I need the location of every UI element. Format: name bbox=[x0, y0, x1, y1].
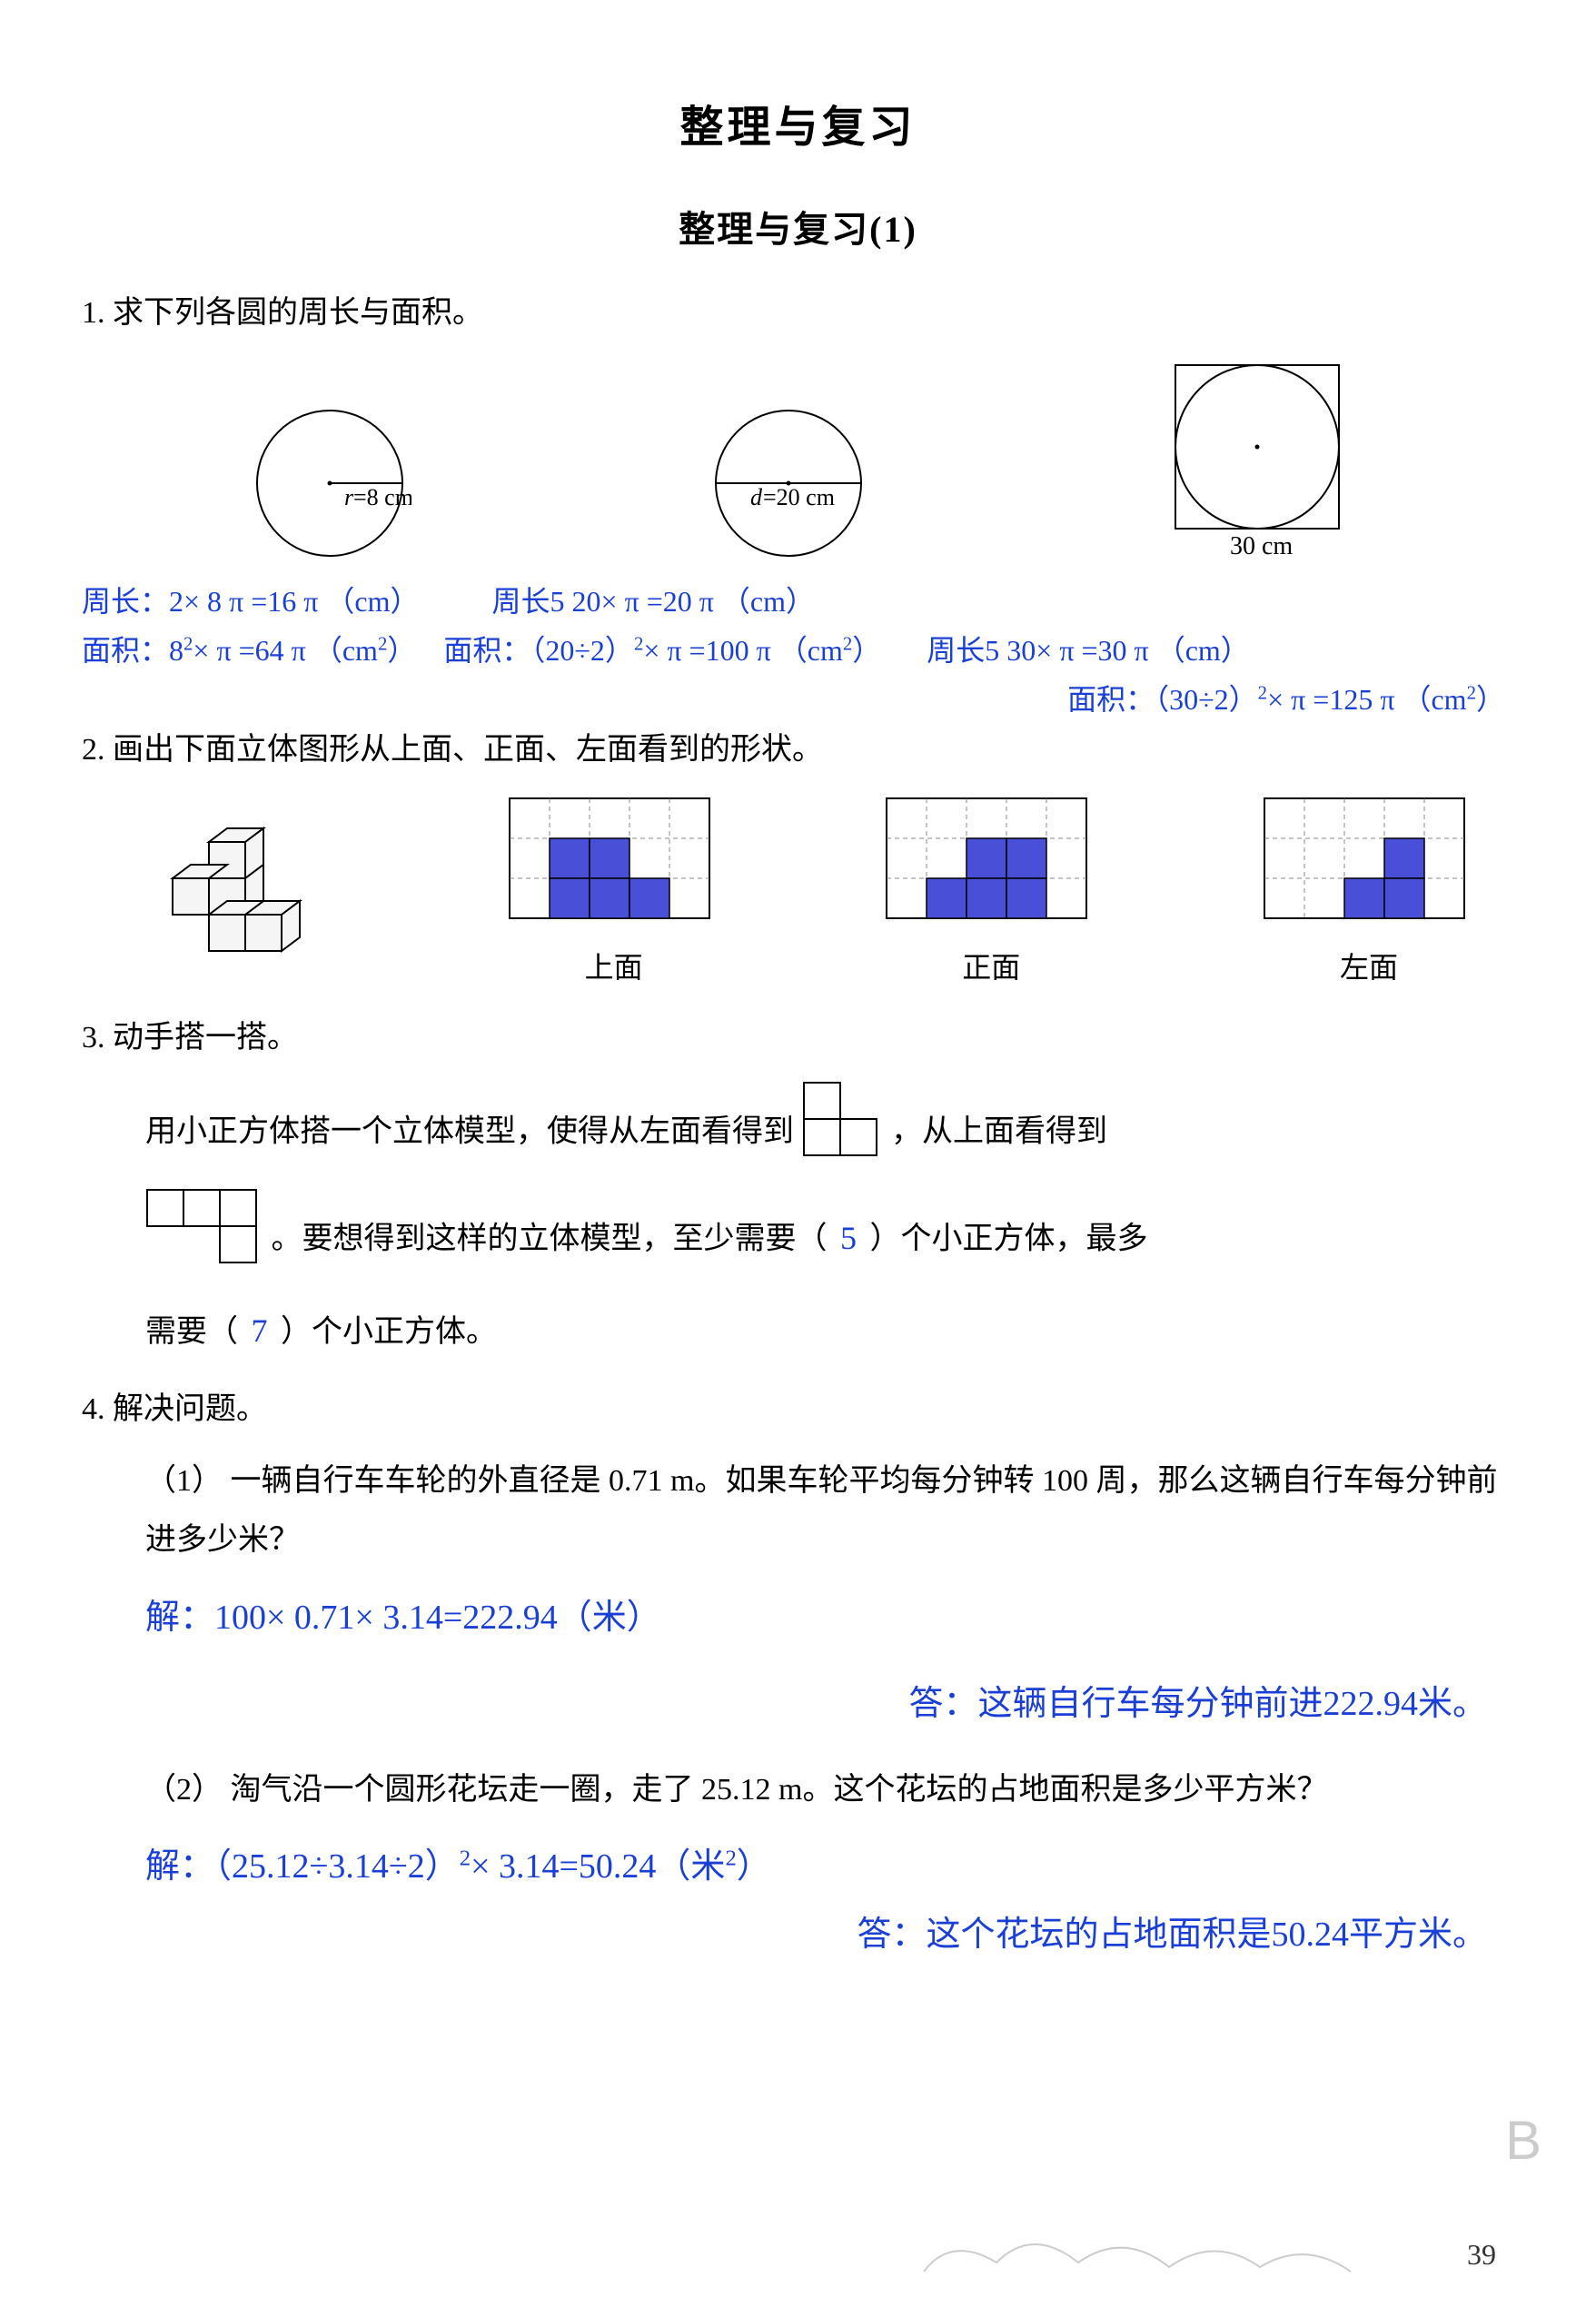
q1-number: 1. bbox=[82, 296, 105, 330]
circle-d-svg: d =20 cm bbox=[707, 401, 870, 565]
q3-body: 用小正方体搭一个立体模型，使得从左面看得到 ，从上面看得到 。要想得到这样的立体… bbox=[145, 1081, 1514, 1367]
q1-text: 求下列各圆的周长与面积。 bbox=[113, 296, 483, 330]
section-title: 整理与复习(1) bbox=[82, 200, 1514, 252]
q3-ans1: 5 bbox=[835, 1220, 862, 1256]
a2-perim: 周长5 20× π =20 π （cm） bbox=[492, 579, 816, 620]
circle-r-svg: r =8 cm bbox=[248, 401, 411, 565]
svg-text:=8 cm: =8 cm bbox=[353, 484, 411, 510]
circle-inscribed: 30 cm bbox=[1166, 356, 1348, 569]
q4-p2-ans: 答：这个花坛的占地面积是50.24平方米。 bbox=[82, 1906, 1487, 1956]
q1-answers-row3: 面积：（30÷2）2× π =125 π （cm2） bbox=[82, 677, 1505, 718]
grid-left-svg bbox=[1260, 794, 1478, 930]
q4-p1-ans: 答：这辆自行车每分钟前进222.94米。 bbox=[82, 1675, 1487, 1725]
svg-text:=20 cm: =20 cm bbox=[763, 484, 835, 510]
q4-p2-num: （2） bbox=[145, 1773, 223, 1807]
q2-prompt: 2. 画出下面立体图形从上面、正面、左面看到的形状。 bbox=[82, 726, 1514, 775]
circle-sq-label: 30 cm bbox=[1230, 532, 1293, 560]
a3-perim: 周长5 30× π =30 π （cm） bbox=[927, 628, 1250, 669]
q2-grids-row: 上面 正面 左面 bbox=[154, 794, 1478, 986]
q3-line3a: 需要（ bbox=[145, 1315, 238, 1349]
q3-line3b: ）个小正方体。 bbox=[281, 1315, 497, 1349]
q4-number: 4. bbox=[82, 1392, 105, 1426]
q1-answers-row1: 周长：2× 8 π =16 π （cm） 周长5 20× π =20 π （cm… bbox=[82, 579, 1514, 620]
q4-p2-sol-pre: 解：（25.12÷3.14÷2） bbox=[145, 1847, 460, 1886]
grid-left: 左面 bbox=[1260, 794, 1478, 986]
q4-p1: （1） 一辆自行车车轮的外直径是 0.71 m。如果车轮平均每分钟转 100 周… bbox=[145, 1452, 1514, 1569]
a2-area-pre: 面积：（20÷2） bbox=[443, 634, 634, 667]
b-watermark: B bbox=[1505, 2109, 1541, 2172]
q4-p1-sol: 解：100× 0.71× 3.14=222.94（米） bbox=[145, 1589, 1514, 1639]
q3-line2b: ）个小正方体，最多 bbox=[870, 1223, 1148, 1256]
q4-p1-text: 一辆自行车车轮的外直径是 0.71 m。如果车轮平均每分钟转 100 周，那么这… bbox=[145, 1464, 1497, 1557]
circle-radius: r =8 cm bbox=[248, 401, 411, 569]
a2-area-end: ） bbox=[852, 634, 881, 667]
q2-solid bbox=[154, 815, 345, 965]
a3-area: 面积：（30÷2）2× π =125 π （cm2） bbox=[1067, 677, 1505, 718]
q3-prompt: 3. 动手搭一搭。 bbox=[82, 1014, 1514, 1063]
q3-ans2: 7 bbox=[246, 1312, 273, 1349]
a2-area: 面积：（20÷2）2× π =100 π （cm2） bbox=[443, 628, 881, 669]
q3-title: 动手搭一搭。 bbox=[113, 1021, 298, 1055]
page-number: 39 bbox=[1467, 2238, 1496, 2272]
q1-circles-row: r =8 cm d =20 cm 30 cm bbox=[100, 356, 1496, 569]
q4-p2-sol: 解：（25.12÷3.14÷2）2× 3.14=50.24（米2） bbox=[145, 1837, 1514, 1887]
q2-text: 画出下面立体图形从上面、正面、左面看到的形状。 bbox=[113, 733, 823, 767]
a3-area-pre: 面积：（30÷2） bbox=[1067, 683, 1258, 716]
grid-left-label: 左面 bbox=[1260, 945, 1478, 986]
q4-p2-sol-mid: × 3.14=50.24（米 bbox=[471, 1847, 725, 1886]
q4-p2-sol-end: ） bbox=[737, 1847, 771, 1886]
grid-top-label: 上面 bbox=[505, 945, 723, 986]
q4-p1-num: （1） bbox=[145, 1464, 223, 1498]
circle-sq-svg: 30 cm bbox=[1166, 356, 1348, 565]
q3-line1a: 用小正方体搭一个立体模型，使得从左面看得到 bbox=[145, 1115, 794, 1149]
q4-p2: （2） 淘气沿一个圆形花坛走一圈，走了 25.12 m。这个花坛的占地面积是多少… bbox=[145, 1761, 1514, 1820]
q3-shape2 bbox=[145, 1188, 263, 1295]
a1-area: 面积：82× π =64 π （cm2） bbox=[82, 628, 416, 669]
solid-svg bbox=[154, 815, 345, 960]
a1-area-post: × π =64 π （cm bbox=[193, 634, 378, 667]
a2-area-mid: × π =100 π （cm bbox=[643, 634, 843, 667]
a3-area-end: ） bbox=[1476, 683, 1505, 716]
q3-shape1 bbox=[802, 1081, 884, 1188]
grid-front-svg bbox=[882, 794, 1100, 930]
grid-top-svg bbox=[505, 794, 723, 930]
cloud-decoration bbox=[915, 2217, 1369, 2290]
q1-answers-row2: 面积：82× π =64 π （cm2） 面积：（20÷2）2× π =100 … bbox=[82, 628, 1514, 669]
circle-diameter: d =20 cm bbox=[707, 401, 870, 569]
q4-p2-text: 淘气沿一个圆形花坛走一圈，走了 25.12 m。这个花坛的占地面积是多少平方米？ bbox=[231, 1773, 1328, 1807]
chapter-title: 整理与复习 bbox=[82, 91, 1514, 154]
grid-top: 上面 bbox=[505, 794, 723, 986]
a1-perim: 周长：2× 8 π =16 π （cm） bbox=[82, 579, 420, 620]
circle-d-label: d bbox=[750, 484, 763, 510]
q4-title: 解决问题。 bbox=[113, 1392, 267, 1426]
q2-number: 2. bbox=[82, 733, 105, 767]
q3-number: 3. bbox=[82, 1021, 105, 1055]
q3-line1b: ，从上面看得到 bbox=[891, 1115, 1107, 1149]
grid-front: 正面 bbox=[882, 794, 1100, 986]
a3-area-mid: × π =125 π （cm bbox=[1267, 683, 1467, 716]
a1-area-end: ） bbox=[387, 634, 416, 667]
q4-prompt: 4. 解决问题。 bbox=[82, 1385, 1514, 1434]
grid-front-label: 正面 bbox=[882, 945, 1100, 986]
q1-prompt: 1. 求下列各圆的周长与面积。 bbox=[82, 289, 1514, 338]
q3-line2a: 。要想得到这样的立体模型，至少需要（ bbox=[272, 1223, 828, 1256]
a1-area-pre: 面积：8 bbox=[82, 634, 183, 667]
